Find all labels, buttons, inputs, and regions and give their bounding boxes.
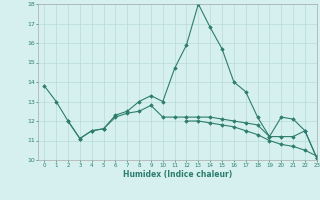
X-axis label: Humidex (Indice chaleur): Humidex (Indice chaleur) — [123, 170, 232, 179]
